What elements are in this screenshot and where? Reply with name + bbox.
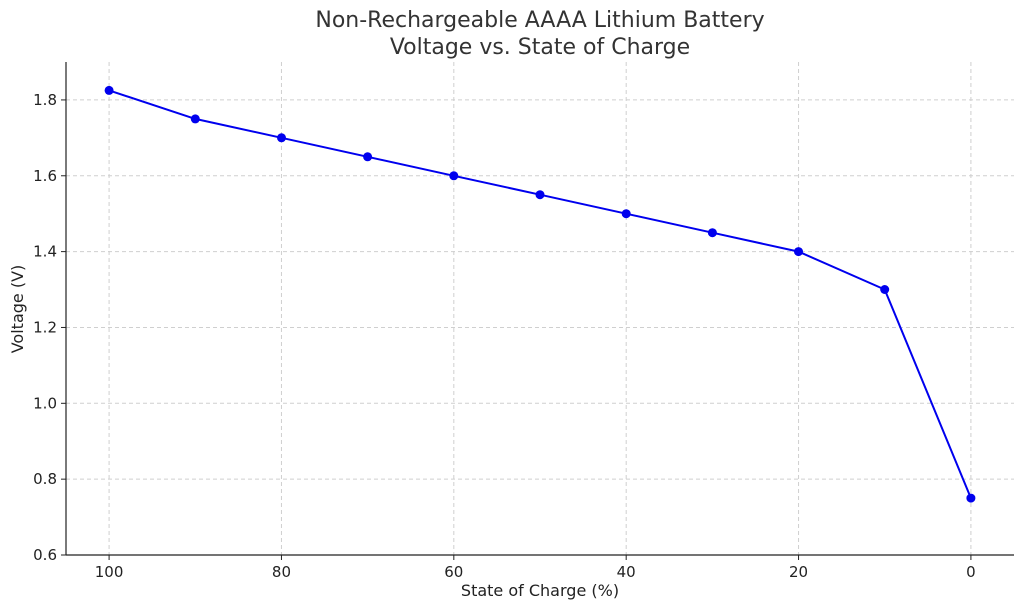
data-point bbox=[363, 152, 373, 162]
data-point bbox=[277, 133, 286, 143]
data-point bbox=[449, 171, 459, 181]
y-tick-label: 1.2 bbox=[33, 318, 57, 336]
x-tick-label: 20 bbox=[789, 563, 808, 581]
y-tick-label: 1.6 bbox=[33, 167, 57, 185]
data-point bbox=[707, 228, 717, 238]
y-tick-label: 1.4 bbox=[33, 243, 57, 261]
data-point bbox=[621, 209, 631, 219]
series-layer bbox=[104, 85, 976, 503]
data-point bbox=[535, 190, 545, 200]
x-tick-label: 80 bbox=[272, 563, 291, 581]
data-point bbox=[104, 85, 114, 95]
data-point bbox=[966, 493, 976, 503]
data-point bbox=[794, 247, 803, 257]
data-point bbox=[190, 114, 200, 124]
x-tick-label: 60 bbox=[444, 563, 463, 581]
x-axis-label: State of Charge (%) bbox=[461, 581, 619, 600]
grid bbox=[66, 62, 1014, 556]
data-point bbox=[880, 285, 890, 294]
chart-title-line-1: Non-Rechargeable AAAA Lithium Battery bbox=[315, 8, 764, 33]
y-tick-label: 1.8 bbox=[33, 91, 57, 109]
axes bbox=[65, 62, 1014, 556]
series-line bbox=[108, 89, 972, 499]
y-axis-label: Voltage (V) bbox=[8, 265, 27, 354]
x-tick-label: 0 bbox=[966, 563, 976, 581]
ticks: 100 80 60 40 20 0 0.6 0.8 1.0 1.2 1.4 1.6 1.8 bbox=[33, 91, 976, 581]
y-tick-label: 0.8 bbox=[33, 470, 57, 488]
x-tick-label: 40 bbox=[617, 563, 636, 581]
x-tick-label: 100 bbox=[95, 563, 124, 581]
y-tick-label: 0.6 bbox=[33, 546, 57, 564]
y-tick-label: 1.0 bbox=[33, 394, 57, 412]
chart-title-line-2: Voltage vs. State of Charge bbox=[390, 35, 690, 60]
